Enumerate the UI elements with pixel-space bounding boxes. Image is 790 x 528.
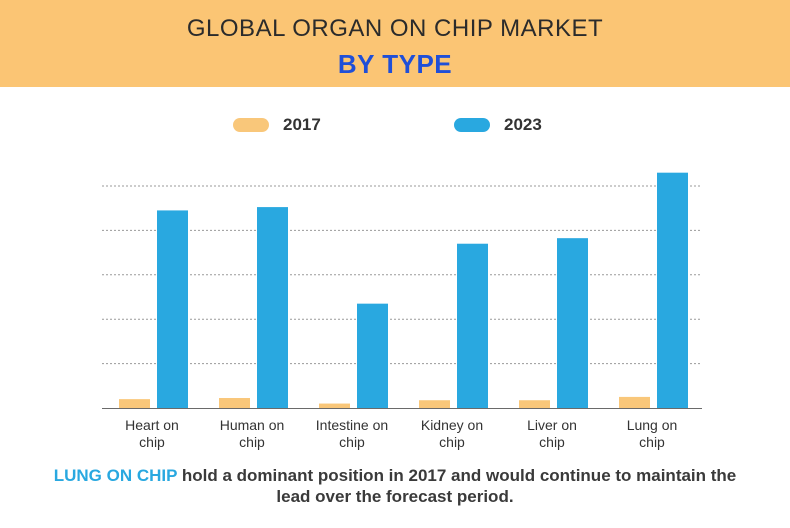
bar-2023-0 (157, 210, 188, 408)
legend-swatch-2023 (454, 118, 490, 132)
x-tick-label: Human on chip (220, 417, 285, 450)
chart-subtitle: BY TYPE (337, 49, 453, 79)
header-banner: GLOBAL ORGAN ON CHIP MARKET BY TYPE (0, 0, 790, 87)
bar-2017-1 (219, 398, 250, 408)
legend-label-2017: 2017 (283, 115, 321, 134)
bar-2023-3 (457, 243, 488, 408)
bar-2017-2 (319, 403, 350, 408)
bar-2023-1 (257, 207, 288, 408)
chart-legend: 2017 2023 (0, 110, 790, 140)
bar-2023-2 (357, 303, 388, 408)
bar-2017-4 (519, 400, 550, 408)
footer-text: hold a dominant position in 2017 and wou… (177, 466, 737, 506)
bar-2017-5 (619, 396, 650, 408)
x-tick-label: Heart on chip (125, 417, 179, 450)
bar-2023-5 (657, 172, 688, 408)
x-tick-label: Lung on chip (627, 417, 678, 450)
footer-highlight: LUNG ON CHIP (53, 466, 178, 485)
x-tick-label: Kidney on chip (421, 417, 483, 450)
legend-label-2023: 2023 (504, 115, 542, 134)
x-tick-label: Intestine on chip (316, 417, 388, 450)
footer-note: LUNG ON CHIP hold a dominant position in… (40, 465, 750, 507)
legend-swatch-2017 (233, 118, 269, 132)
x-tick-label: Liver on chip (527, 417, 577, 450)
chart-title: GLOBAL ORGAN ON CHIP MARKET (186, 15, 604, 42)
bar-2023-4 (557, 238, 588, 408)
bar-2017-0 (119, 399, 150, 408)
bar-2017-3 (419, 400, 450, 408)
bar-chart: Heart on chip Human on chip Intestine on chip… (102, 172, 702, 450)
